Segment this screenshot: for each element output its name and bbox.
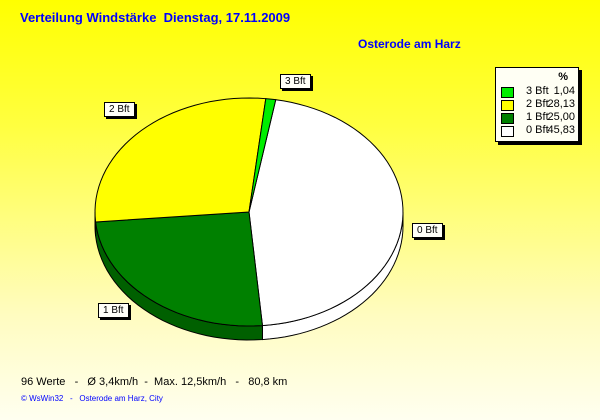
- chart-title: Verteilung Windstärke Dienstag, 17.11.20…: [20, 10, 291, 25]
- slice-label-2bft: 2 Bft: [104, 102, 135, 117]
- legend-value: 45,83: [547, 124, 575, 136]
- legend-item: 3 Bft 1,04: [501, 85, 575, 98]
- legend-swatch: [501, 126, 514, 137]
- legend-value: 25,00: [547, 111, 575, 123]
- legend-label: 0 Bft: [526, 124, 549, 136]
- slice-2bft: [94, 97, 267, 223]
- legend-item: 2 Bft 28,13: [501, 98, 575, 111]
- legend-item: 1 Bft 25,00: [501, 111, 575, 124]
- slice-3bft: [248, 98, 277, 213]
- legend: % 3 Bft 1,04 2 Bft 28,13 1 Bft 25,00 0 Bft 4…: [495, 67, 579, 142]
- stats-footer: 96 Werte - Ø 3,4km/h - Max. 12,5km/h - 8…: [21, 376, 288, 388]
- slice-label-3bft: 3 Bft: [280, 74, 311, 89]
- legend-label: 3 Bft: [526, 85, 549, 97]
- legend-value: 28,13: [547, 98, 575, 110]
- slice-1bft: [95, 211, 264, 327]
- slice-label-1bft: 1 Bft: [98, 303, 129, 318]
- legend-label: 2 Bft: [526, 98, 549, 110]
- legend-header: %: [558, 71, 568, 83]
- slice-label-0bft: 0 Bft: [412, 223, 443, 238]
- legend-label: 1 Bft: [526, 111, 549, 123]
- legend-swatch: [501, 113, 514, 124]
- legend-value: 1,04: [553, 85, 575, 97]
- credit-line: © WsWin32 - Osterode am Harz, City: [21, 394, 163, 403]
- legend-item: 0 Bft 45,83: [501, 124, 575, 137]
- legend-swatch: [501, 87, 514, 98]
- chart-subtitle: Osterode am Harz: [358, 37, 461, 51]
- legend-swatch: [501, 100, 514, 111]
- slice-0bft: [248, 99, 404, 327]
